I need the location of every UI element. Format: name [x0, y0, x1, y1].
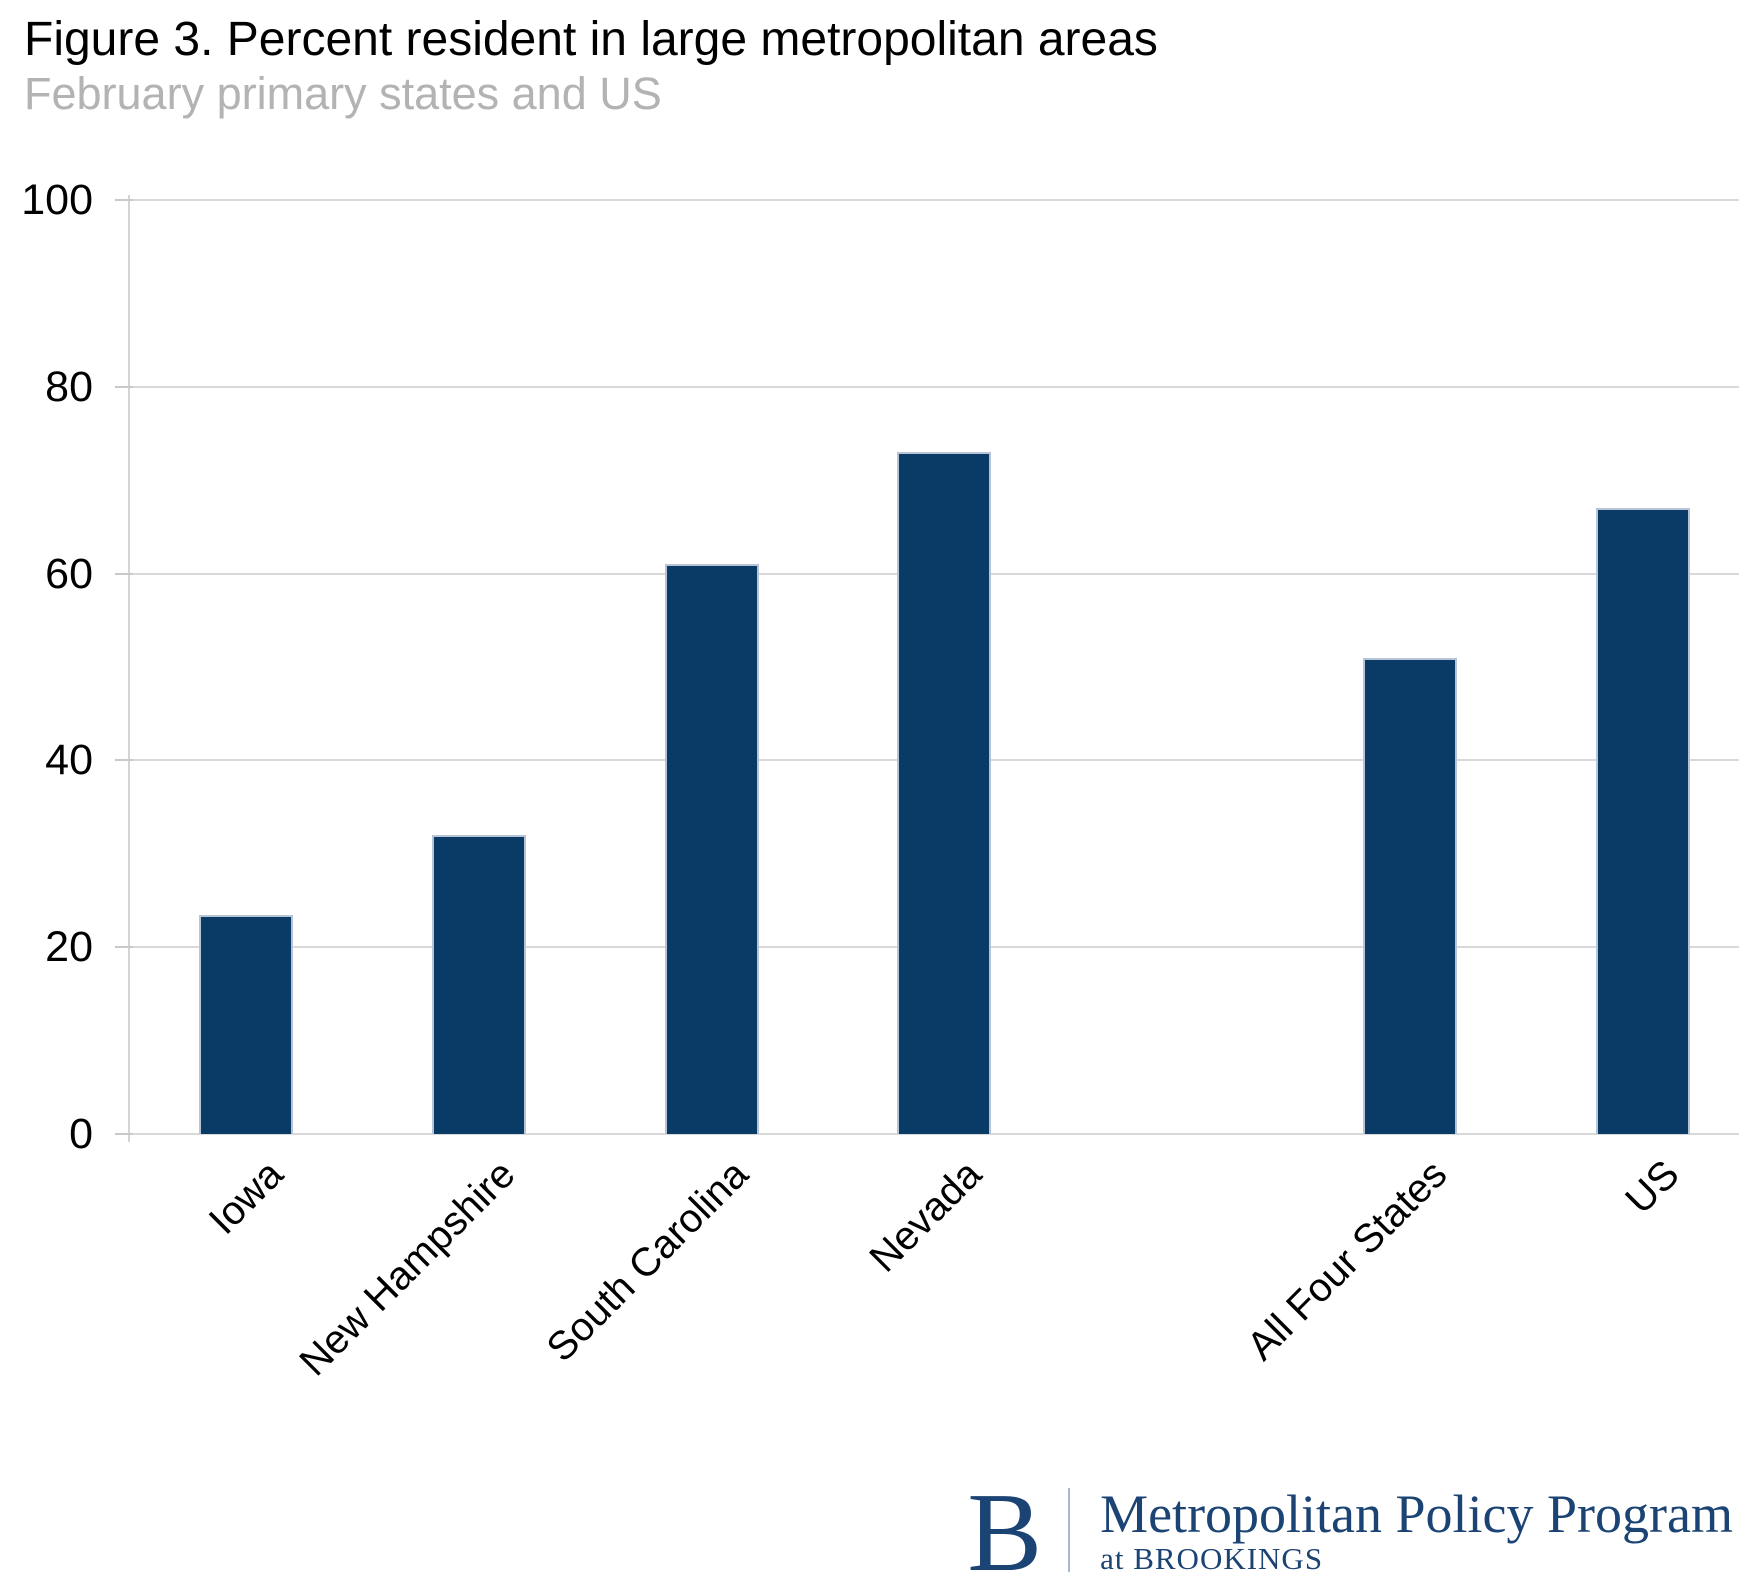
x-axis-label-iowa: Iowa [200, 1152, 292, 1243]
figure-subtitle: February primary states and US [24, 68, 662, 119]
bar-all-four-states [1363, 657, 1457, 1134]
y-axis-tick-0 [115, 1133, 133, 1135]
plot-area [115, 195, 1739, 1142]
y-tick-label-100: 100 [21, 176, 93, 224]
logo-tagline: at BROOKINGS [1100, 1541, 1324, 1576]
bar-nevada [897, 452, 992, 1134]
gridline-100 [129, 199, 1739, 201]
y-tick-label-80: 80 [45, 362, 93, 411]
y-tick-label-60: 60 [45, 549, 93, 598]
brookings-monogram: B [967, 1471, 1043, 1590]
y-axis-line [128, 195, 130, 1142]
y-tick-label-0: 0 [69, 1110, 93, 1158]
y-axis-tick-80 [115, 385, 133, 388]
x-axis-label-south-carolina: South Carolina [538, 1152, 757, 1371]
x-axis-label-all-four-states: All Four States [1238, 1152, 1456, 1369]
x-axis-label-nevada: Nevada [860, 1152, 990, 1281]
y-tick-label-20: 20 [45, 923, 93, 972]
brookings-logo: B Metropolitan Policy Program at BROOKIN… [967, 1471, 1733, 1590]
bar-us [1595, 508, 1690, 1134]
x-axis-label-us: US [1617, 1152, 1688, 1223]
y-axis-tick-labels: 0 20 40 60 80 100 [0, 176, 95, 1158]
y-axis-tick-40 [115, 759, 133, 762]
bar-south-carolina [664, 564, 759, 1134]
x-axis-labels: Iowa New Hampshire South Carolina Nevada All… [129, 1134, 1739, 1414]
y-axis-tick-100 [115, 199, 133, 201]
logo-program-name: Metropolitan Policy Program [1100, 1484, 1733, 1544]
y-axis-tick-20 [115, 946, 133, 949]
gridline-80 [129, 385, 1739, 388]
y-tick-label-40: 40 [45, 736, 93, 785]
logo-divider [1068, 1488, 1071, 1572]
bar-iowa [199, 914, 293, 1134]
figure-title: Figure 3. Percent resident in large metr… [24, 13, 1158, 66]
gridline-0 [129, 1133, 1739, 1135]
x-axis-label-new-hampshire: New Hampshire [291, 1152, 524, 1385]
y-axis-tick-60 [115, 572, 133, 575]
bar-new-hampshire [431, 835, 526, 1134]
logo-text-block: Metropolitan Policy Program at BROOKINGS [1100, 1486, 1733, 1575]
